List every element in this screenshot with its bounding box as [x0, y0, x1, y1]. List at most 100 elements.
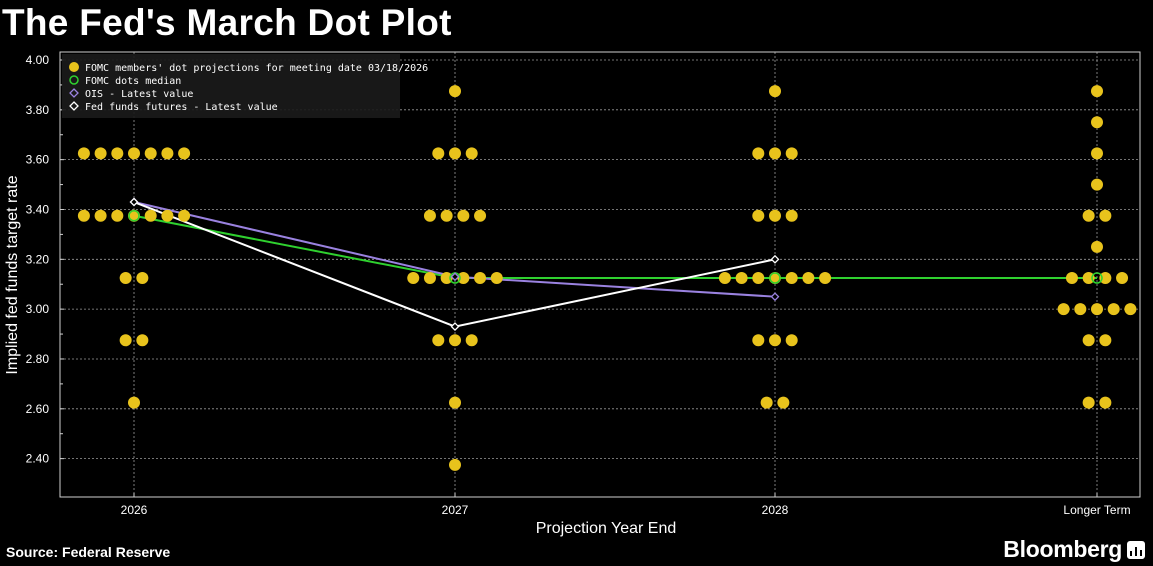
fomc-dot [1091, 303, 1103, 316]
fomc-dot [465, 334, 478, 347]
fomc-dot [1065, 272, 1078, 284]
fomc-dot [785, 272, 798, 284]
x-tick-label: 2028 [762, 503, 789, 517]
fomc-dot [1082, 272, 1095, 284]
fomc-dot [769, 85, 781, 98]
bar-chart-icon [1127, 540, 1145, 559]
fomc-dot [136, 334, 149, 347]
x-axis-label: Projection Year End [536, 520, 677, 537]
legend: FOMC members' dot projections for meetin… [62, 54, 428, 118]
fomc-dot [178, 147, 191, 160]
fomc-dot [1099, 209, 1112, 222]
fomc-dot [769, 334, 781, 347]
y-axis-ticks: 4.00 3.80 3.60 3.40 3.20 3.00 2.80 2.60 2.40 [26, 53, 64, 466]
fomc-dot [752, 147, 765, 160]
fomc-dot [474, 209, 487, 222]
fomc-dot [1082, 209, 1095, 222]
source-note: Source: Federal Reserve [6, 544, 171, 560]
brand-name: Bloomberg [1003, 536, 1122, 562]
fomc-dot [407, 272, 420, 284]
fomc-dot [718, 272, 731, 284]
fomc-dot [449, 396, 461, 409]
fomc-dot [1091, 240, 1103, 253]
fomc-dot [111, 147, 124, 160]
y-tick-label: 4.00 [26, 53, 50, 67]
y-tick-label: 3.20 [26, 252, 50, 266]
fomc-dot [1107, 303, 1120, 316]
fomc-dot [440, 272, 453, 284]
fomc-dot [128, 147, 140, 160]
series-lines [133, 201, 1097, 328]
fomc-dot [144, 147, 157, 160]
fomc-dot [1091, 147, 1103, 160]
fomc-dot [423, 272, 436, 284]
fomc-dot [1091, 178, 1103, 191]
legend-futures-icon [69, 101, 79, 111]
fomc-dot [1091, 85, 1103, 98]
median-marker [769, 272, 781, 284]
fomc-dot [161, 147, 174, 160]
fomc-dot [457, 209, 470, 222]
fomc-dot [474, 272, 487, 284]
fomc-dot [128, 396, 140, 409]
ois-marker [450, 272, 460, 282]
fomc-dot [1082, 396, 1095, 409]
brand-logo: Bloomberg [1003, 536, 1145, 563]
legend-dot-icon [69, 62, 79, 72]
fomc-dot [432, 334, 445, 347]
legend-item-dots: FOMC members' dot projections for meetin… [85, 63, 428, 74]
fomc-dot [1124, 303, 1137, 316]
fomc-dot [128, 209, 140, 222]
legend-median-icon [69, 75, 79, 85]
x-axis-ticks: 2026 2027 2028 Longer Term [121, 493, 1131, 517]
fomc-dot [1082, 334, 1095, 347]
fomc-dot [449, 334, 461, 347]
y-tick-label: 2.40 [26, 452, 50, 466]
fomc-dot [119, 272, 132, 284]
futures-marker [129, 197, 139, 207]
fomc-dot [144, 209, 157, 222]
fomc-dot [178, 209, 191, 222]
ois-marker [770, 292, 780, 302]
y-axis-label: Implied fed funds target rate [4, 175, 21, 374]
y-tick-label: 3.40 [26, 202, 50, 216]
fomc-dot [432, 147, 445, 160]
fomc-dot [77, 209, 90, 222]
legend-item-futures: Fed funds futures - Latest value [85, 102, 278, 113]
plot-frame [59, 51, 1141, 498]
legend-item-median: FOMC dots median [85, 76, 181, 87]
fomc-dot [77, 147, 90, 160]
y-tick-label: 3.60 [26, 153, 50, 167]
fomc-dot [449, 458, 461, 471]
y-tick-label: 2.80 [26, 352, 50, 366]
x-tick-label: 2026 [121, 503, 148, 517]
x-tick-label: Longer Term [1063, 503, 1130, 517]
fomc-dot [735, 272, 748, 284]
fomc-dot [769, 147, 781, 160]
fomc-dot [457, 272, 470, 284]
x-tick-label: 2027 [442, 503, 469, 517]
y-tick-label: 2.60 [26, 402, 50, 416]
fomc-dot [777, 396, 790, 409]
fomc-dot [769, 209, 781, 222]
fomc-dot [752, 334, 765, 347]
fomc-dot [136, 272, 149, 284]
legend-item-ois: OIS - Latest value [85, 89, 193, 100]
fomc-dot [423, 209, 436, 222]
fomc-dot [465, 147, 478, 160]
fomc-dot [785, 209, 798, 222]
median-line [133, 214, 1097, 279]
fomc-dot [1074, 303, 1087, 316]
fomc-dot [760, 396, 773, 409]
y-tick-label: 3.80 [26, 103, 50, 117]
fomc-dot [769, 272, 781, 284]
fomc-dot [94, 209, 107, 222]
y-tick-label: 3.00 [26, 302, 50, 316]
fomc-dot [440, 209, 453, 222]
fomc-dot [449, 85, 461, 98]
futures-line [133, 201, 776, 328]
fomc-dot [1099, 396, 1112, 409]
legend-ois-icon [69, 88, 79, 98]
fomc-dot [1099, 272, 1112, 284]
